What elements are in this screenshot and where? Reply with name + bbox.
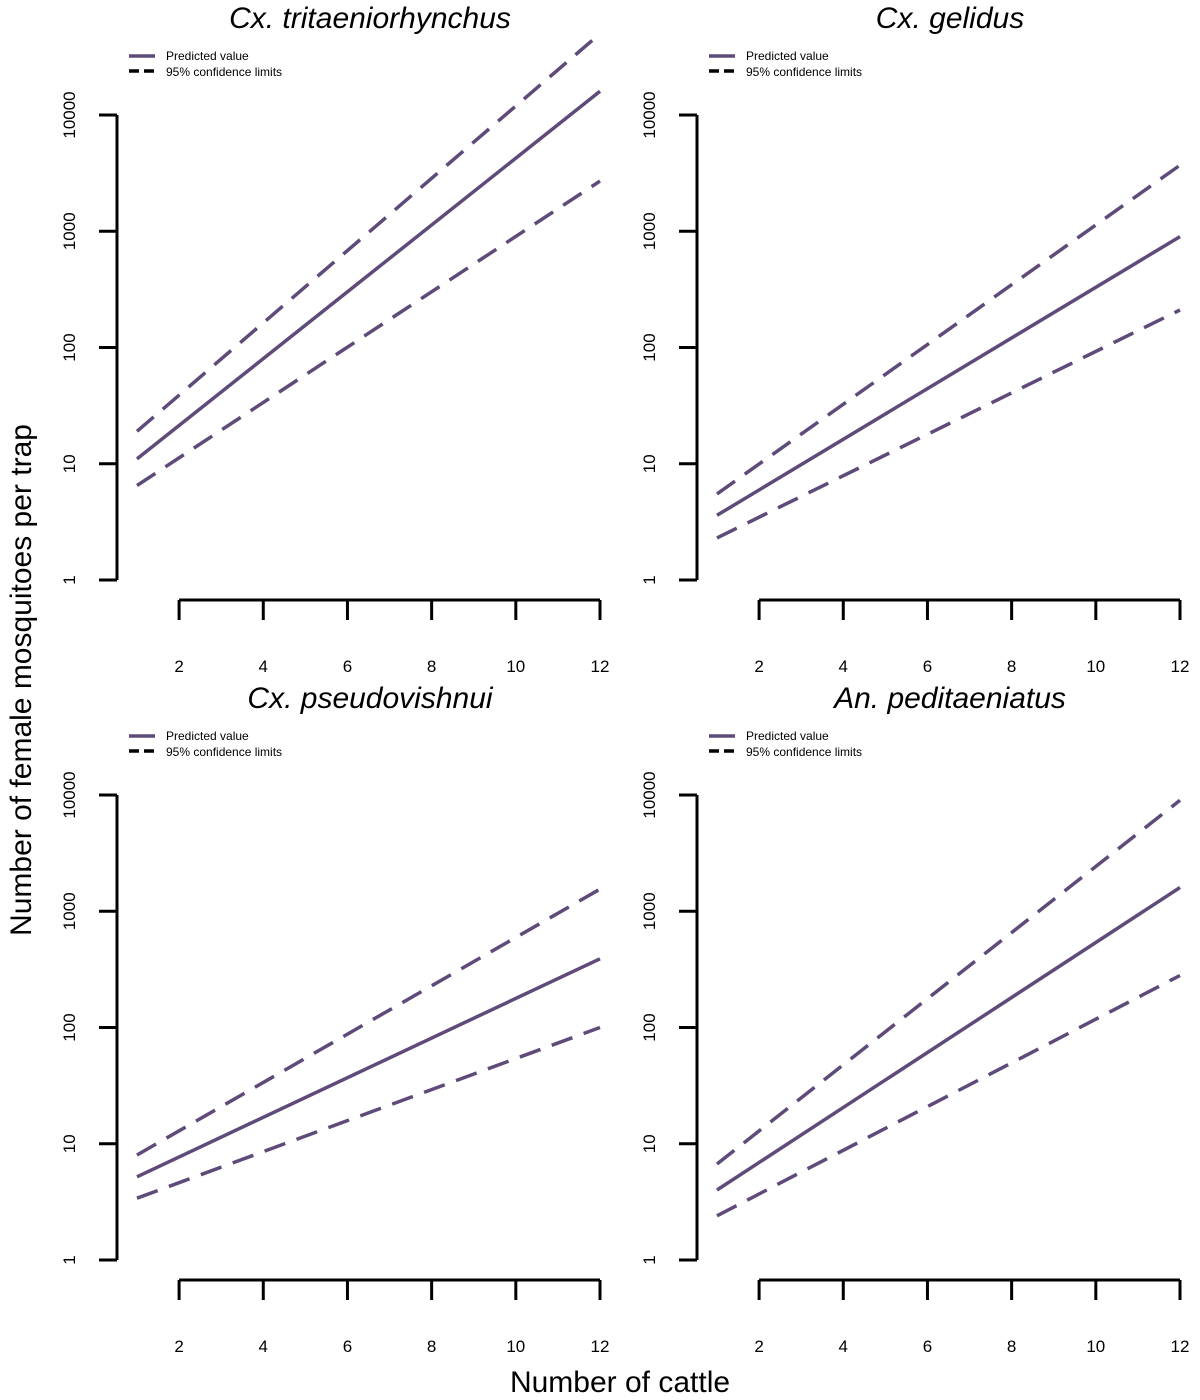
x-tick-label: 8 [1007, 1337, 1016, 1356]
legend-predicted-label: Predicted value [166, 49, 249, 63]
y-tick-label: 100 [60, 333, 79, 361]
panel-title: Cx. tritaeniorhynchus [229, 2, 511, 35]
x-tick-label: 2 [754, 657, 763, 676]
y-axis: 1 10 100 1000 10000 [60, 91, 119, 585]
y-axis: 1 10 100 1000 10000 [640, 771, 699, 1265]
x-axis-label: Number of cattle [510, 1366, 730, 1399]
y-tick-label: 1 [640, 1255, 659, 1264]
x-axis: 2 4 6 8 10 12 [174, 1278, 610, 1356]
legend-ci-label: 95% confidence limits [166, 745, 282, 759]
predicted-line [136, 957, 601, 1179]
legend-predicted-label: Predicted value [746, 49, 829, 63]
x-tick-label: 4 [839, 657, 848, 676]
x-tick-label: 8 [427, 657, 436, 676]
panel-title: Cx. gelidus [876, 2, 1024, 35]
y-axis: 1 10 100 1000 10000 [60, 771, 119, 1265]
x-tick-label: 6 [343, 657, 352, 676]
x-tick-label: 8 [1007, 657, 1016, 676]
lower-confidence-line [716, 308, 1181, 540]
x-tick-label: 4 [259, 1337, 268, 1356]
legend: Predicted value 95% confidence limits [129, 49, 282, 79]
legend-ci-label: 95% confidence limits [746, 65, 862, 79]
y-tick-label: 100 [60, 1013, 79, 1041]
x-tick-label: 12 [1171, 657, 1190, 676]
y-tick-label: 10 [60, 454, 79, 473]
x-tick-label: 12 [591, 1337, 610, 1356]
y-tick-label: 1000 [60, 892, 79, 930]
panel-2: Cx. gelidus Predicted value 95% confiden… [640, 2, 1189, 676]
legend: Predicted value 95% confidence limits [709, 729, 862, 759]
y-tick-label: 10 [640, 1134, 659, 1153]
x-tick-label: 8 [427, 1337, 436, 1356]
upper-confidence-line [136, 887, 601, 1157]
plot-area [135, 38, 602, 487]
y-tick-label: 100 [640, 333, 659, 361]
x-tick-label: 10 [1086, 657, 1105, 676]
plot-area [136, 887, 601, 1200]
panel-4: An. peditaeniatus Predicted value 95% co… [640, 682, 1189, 1356]
lower-confidence-line [136, 1025, 601, 1200]
upper-confidence-line [715, 163, 1182, 496]
y-tick-label: 10 [640, 454, 659, 473]
x-axis: 2 4 6 8 10 12 [754, 1278, 1190, 1356]
x-tick-label: 2 [754, 1337, 763, 1356]
x-tick-label: 12 [591, 657, 610, 676]
x-axis: 2 4 6 8 10 12 [174, 598, 610, 676]
y-tick-label: 1000 [60, 212, 79, 250]
y-tick-label: 1 [60, 1255, 79, 1264]
panel-title: Cx. pseudovishnui [247, 682, 493, 715]
x-tick-label: 12 [1171, 1337, 1190, 1356]
predicted-line [716, 235, 1181, 517]
x-tick-label: 6 [923, 1337, 932, 1356]
y-tick-label: 1000 [640, 212, 659, 250]
upper-confidence-line [135, 38, 598, 433]
legend-predicted-label: Predicted value [746, 729, 829, 743]
x-tick-label: 4 [259, 657, 268, 676]
y-tick-label: 1000 [640, 892, 659, 930]
x-tick-label: 2 [174, 657, 183, 676]
legend: Predicted value 95% confidence limits [129, 729, 282, 759]
panel-3: Cx. pseudovishnui Predicted value 95% co… [60, 682, 609, 1356]
panel-1: Cx. tritaeniorhynchus Predicted value 95… [60, 2, 609, 676]
plot-area [715, 163, 1182, 540]
x-tick-label: 10 [1086, 1337, 1105, 1356]
y-tick-label: 10000 [60, 771, 79, 818]
predicted-line [716, 886, 1181, 1192]
plot-area [715, 798, 1182, 1218]
y-tick-label: 100 [640, 1013, 659, 1041]
legend-ci-label: 95% confidence limits [166, 65, 282, 79]
y-tick-label: 10000 [640, 91, 659, 138]
legend-predicted-label: Predicted value [166, 729, 249, 743]
lower-confidence-line [716, 973, 1181, 1218]
predicted-line [135, 89, 602, 461]
y-tick-label: 10000 [60, 91, 79, 138]
y-axis: 1 10 100 1000 10000 [640, 91, 699, 585]
x-tick-label: 6 [923, 657, 932, 676]
y-tick-label: 1 [60, 575, 79, 584]
y-tick-label: 10000 [640, 771, 659, 818]
x-tick-label: 4 [839, 1337, 848, 1356]
y-tick-label: 10 [60, 1134, 79, 1153]
x-tick-label: 2 [174, 1337, 183, 1356]
x-axis: 2 4 6 8 10 12 [754, 598, 1190, 676]
upper-confidence-line [715, 798, 1182, 1166]
x-tick-label: 10 [506, 1337, 525, 1356]
y-tick-label: 1 [640, 575, 659, 584]
lower-confidence-line [136, 179, 601, 487]
y-axis-label: Number of female mosquitoes per trap [5, 424, 38, 936]
panel-title: An. peditaeniatus [832, 682, 1066, 715]
legend-ci-label: 95% confidence limits [746, 745, 862, 759]
legend: Predicted value 95% confidence limits [709, 49, 862, 79]
x-tick-label: 6 [343, 1337, 352, 1356]
x-tick-label: 10 [506, 657, 525, 676]
